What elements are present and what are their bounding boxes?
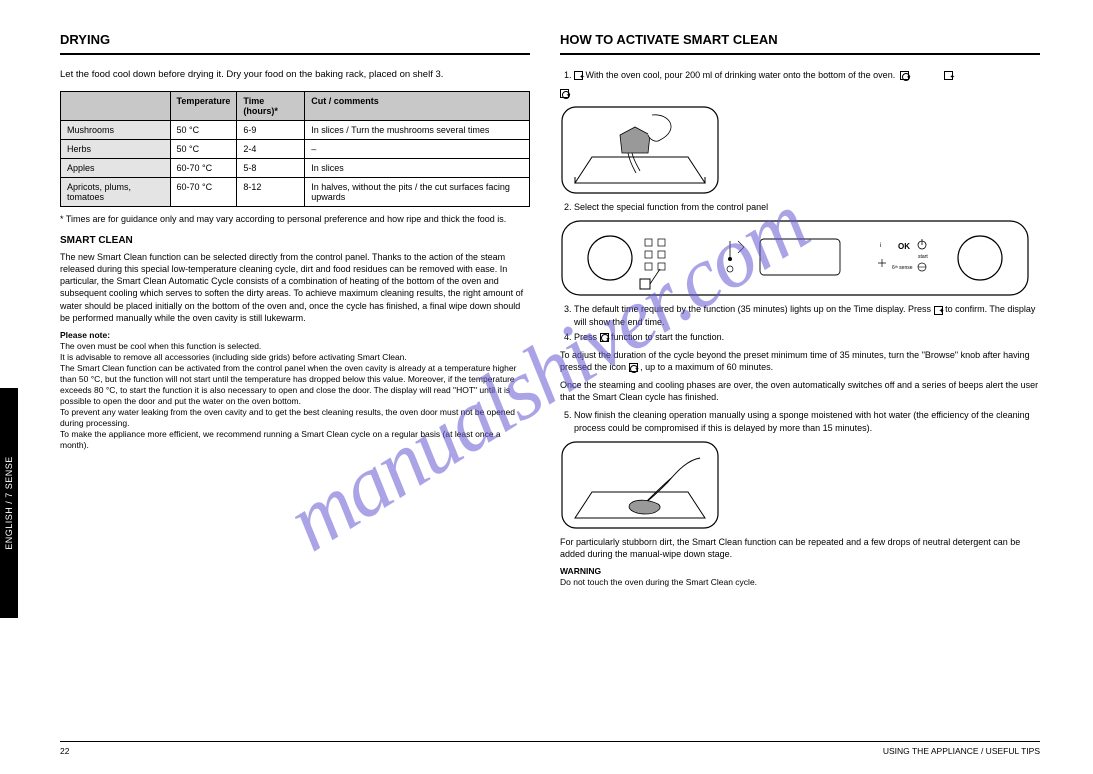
cell: 50 °C bbox=[170, 139, 237, 158]
th-temp: Temperature bbox=[170, 91, 237, 120]
cell: In slices / Turn the mushrooms several t… bbox=[305, 120, 530, 139]
table-row: Apricots, plums, tomatoes 60-70 °C 8-12 … bbox=[61, 177, 530, 206]
note-line: It is advisable to remove all accessorie… bbox=[60, 352, 530, 363]
cell: 8-12 bbox=[237, 177, 305, 206]
table-row: Apples 60-70 °C 5-8 In slices bbox=[61, 158, 530, 177]
step-1-text: With the oven cool, pour 200 ml of drink… bbox=[586, 70, 896, 80]
clock-star-icon bbox=[560, 89, 569, 98]
cell: 50 °C bbox=[170, 120, 237, 139]
cell: In halves, without the pits / the cut su… bbox=[305, 177, 530, 206]
cell: Apples bbox=[61, 158, 171, 177]
note-line: The oven must be cool when this function… bbox=[60, 341, 530, 352]
pour-water-illustration bbox=[560, 105, 720, 195]
step-list-5: Now finish the cleaning operation manual… bbox=[574, 409, 1040, 433]
headline-rule-right bbox=[560, 53, 1040, 55]
note-line: The Smart Clean function can be activate… bbox=[60, 363, 530, 407]
svg-text:6ᵗʰ sense: 6ᵗʰ sense bbox=[892, 265, 913, 271]
activate-headline: HOW TO ACTIVATE SMART CLEAN bbox=[560, 32, 1040, 47]
footer-section-label: USING THE APPLIANCE / USEFUL TIPS bbox=[883, 746, 1040, 756]
ok-label: OK bbox=[898, 242, 910, 251]
language-side-tab: ENGLISH / 7 SENSE bbox=[0, 388, 18, 618]
cell: Mushrooms bbox=[61, 120, 171, 139]
box-star-icon bbox=[934, 306, 943, 315]
cell: In slices bbox=[305, 158, 530, 177]
adjust-paragraph: To adjust the duration of the cycle beyo… bbox=[560, 349, 1040, 373]
step-list-2: Select the special function from the con… bbox=[574, 201, 1040, 213]
note-line: To prevent any water leaking from the ov… bbox=[60, 407, 530, 429]
svg-text:start: start bbox=[918, 254, 928, 260]
cell: 60-70 °C bbox=[170, 177, 237, 206]
step-5: Now finish the cleaning operation manual… bbox=[574, 409, 1040, 433]
footer-page-number: 22 bbox=[60, 746, 69, 756]
please-note-head: Please note: bbox=[60, 330, 110, 340]
headline-rule-left bbox=[60, 53, 530, 55]
control-panel-illustration: i OK start 6ᵗʰ sense bbox=[560, 219, 1030, 297]
th-blank bbox=[61, 91, 171, 120]
page-footer: 22 USING THE APPLIANCE / USEFUL TIPS bbox=[60, 741, 1040, 756]
step-list: With the oven cool, pour 200 ml of drink… bbox=[574, 69, 1040, 81]
adjust-post: , up to a maximum of 60 minutes. bbox=[640, 362, 773, 372]
table-row: Herbs 50 °C 2-4 – bbox=[61, 139, 530, 158]
smart-clean-head: SMART CLEAN bbox=[60, 235, 530, 246]
activate-body: With the oven cool, pour 200 ml of drink… bbox=[560, 69, 1040, 588]
cell: Herbs bbox=[61, 139, 171, 158]
step-3: The default time required by the functio… bbox=[574, 303, 1040, 327]
step-4: Press function to start the function. bbox=[574, 331, 1040, 343]
smart-clean-p1: The new Smart Clean function can be sele… bbox=[60, 251, 530, 324]
cell: 5-8 bbox=[237, 158, 305, 177]
cell: Apricots, plums, tomatoes bbox=[61, 177, 171, 206]
step-4-post: function to start the function. bbox=[611, 332, 724, 342]
cell: 6-9 bbox=[237, 120, 305, 139]
warning-text: Do not touch the oven during the Smart C… bbox=[560, 577, 757, 587]
th-cut: Cut / comments bbox=[305, 91, 530, 120]
svg-text:i: i bbox=[880, 243, 881, 249]
drying-table: Temperature Time (hours)* Cut / comments… bbox=[60, 91, 530, 207]
step-2: Select the special function from the con… bbox=[574, 201, 1040, 213]
th-time: Time (hours)* bbox=[237, 91, 305, 120]
right-column: HOW TO ACTIVATE SMART CLEAN With the ove… bbox=[560, 32, 1040, 594]
stubborn-paragraph: For particularly stubborn dirt, the Smar… bbox=[560, 536, 1040, 560]
step-list-3: The default time required by the functio… bbox=[574, 303, 1040, 342]
warning-head: WARNING bbox=[560, 566, 601, 576]
left-column: DRYING Let the food cool down before dry… bbox=[60, 32, 530, 457]
clock-star-icon bbox=[600, 333, 609, 342]
page-content: DRYING Let the food cool down before dry… bbox=[60, 32, 1040, 732]
cell: – bbox=[305, 139, 530, 158]
step-3-pre: The default time required by the functio… bbox=[574, 304, 931, 314]
wipe-illustration bbox=[560, 440, 720, 530]
step-2-text: Select the special function from the con… bbox=[574, 202, 768, 212]
step-4-pre: Press bbox=[574, 332, 597, 342]
please-note-block: Please note: The oven must be cool when … bbox=[60, 330, 530, 452]
cell: 60-70 °C bbox=[170, 158, 237, 177]
box-star-icon bbox=[944, 71, 953, 80]
warning-block: WARNING Do not touch the oven during the… bbox=[560, 566, 1040, 588]
note-line: To make the appliance more efficient, we… bbox=[60, 429, 530, 451]
smart-clean-body: The new Smart Clean function can be sele… bbox=[60, 251, 530, 324]
side-tab-label: ENGLISH / 7 SENSE bbox=[4, 398, 14, 608]
table-header-row: Temperature Time (hours)* Cut / comments bbox=[61, 91, 530, 120]
cell: 2-4 bbox=[237, 139, 305, 158]
clock-star-icon bbox=[629, 363, 638, 372]
box-star-icon bbox=[574, 71, 583, 80]
drying-intro: Let the food cool down before drying it.… bbox=[60, 69, 530, 81]
step-1: With the oven cool, pour 200 ml of drink… bbox=[574, 69, 1040, 81]
clock-star-icon bbox=[900, 71, 909, 80]
table-footnote: * Times are for guidance only and may va… bbox=[60, 213, 530, 225]
auto-off-paragraph: Once the steaming and cooling phases are… bbox=[560, 379, 1040, 403]
drying-headline: DRYING bbox=[60, 32, 530, 47]
table-row: Mushrooms 50 °C 6-9 In slices / Turn the… bbox=[61, 120, 530, 139]
